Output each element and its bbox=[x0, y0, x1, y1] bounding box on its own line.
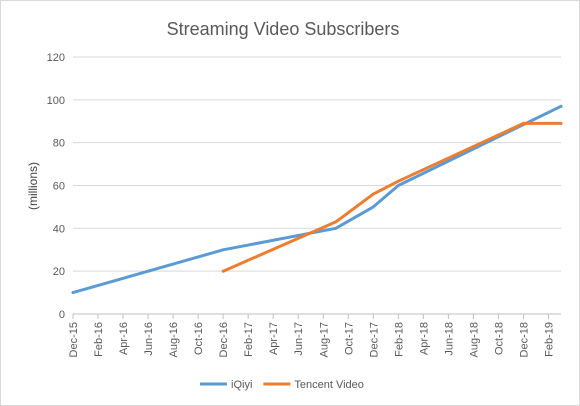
x-tick-label: Oct-17 bbox=[343, 322, 355, 355]
x-tick-label: Dec-16 bbox=[218, 322, 230, 357]
data-point-iqiyi bbox=[371, 205, 375, 209]
legend-label-iqiyi: iQiyi bbox=[231, 379, 252, 391]
x-tick-label: Feb-19 bbox=[543, 322, 555, 357]
data-point-iqiyi bbox=[334, 226, 338, 230]
x-tick-label: Feb-18 bbox=[393, 322, 405, 357]
x-tick-label: Jun-18 bbox=[443, 322, 455, 356]
x-tick-label: Feb-17 bbox=[243, 322, 255, 357]
y-tick-label: 100 bbox=[47, 95, 65, 107]
x-tick-label: Dec-17 bbox=[368, 322, 380, 357]
x-tick-label: Jun-17 bbox=[293, 322, 305, 356]
y-tick-label: 20 bbox=[53, 266, 65, 278]
x-tick-label: Aug-17 bbox=[318, 322, 330, 357]
chart-title: Streaming Video Subscribers bbox=[167, 19, 400, 39]
data-point-iqiyi bbox=[559, 104, 563, 108]
x-tick-label: Apr-16 bbox=[118, 322, 130, 355]
legend: iQiyi Tencent Video bbox=[200, 379, 364, 391]
x-tick-label: Apr-17 bbox=[268, 322, 280, 355]
y-tick-label: 40 bbox=[53, 223, 65, 235]
data-point-tencent-video bbox=[396, 179, 400, 183]
data-point-tencent-video bbox=[221, 269, 225, 273]
data-point-iqiyi bbox=[396, 184, 400, 187]
x-tick-label: Jun-16 bbox=[143, 322, 155, 356]
y-tick-label: 120 bbox=[47, 52, 65, 64]
x-tick-label: Apr-18 bbox=[418, 322, 430, 355]
y-tick-label: 60 bbox=[53, 181, 65, 193]
x-tick-label: Aug-18 bbox=[468, 322, 480, 357]
x-tick-label: Dec-15 bbox=[68, 322, 80, 357]
x-tick-label: Feb-16 bbox=[93, 322, 105, 357]
series-line-tencent-video bbox=[221, 121, 563, 273]
data-point-tencent-video bbox=[559, 121, 563, 125]
x-tick-label: Oct-16 bbox=[193, 322, 205, 355]
data-point-iqiyi bbox=[71, 291, 75, 294]
data-point-iqiyi bbox=[221, 248, 225, 252]
series-line-iqiyi bbox=[71, 104, 563, 295]
data-point-tencent-video bbox=[522, 121, 525, 125]
gridlines bbox=[73, 56, 561, 315]
data-point-tencent-video bbox=[371, 192, 375, 196]
x-tick-label: Aug-16 bbox=[168, 322, 180, 357]
legend-label-tencent-video: Tencent Video bbox=[294, 379, 364, 391]
y-tick-label: 80 bbox=[53, 138, 65, 150]
y-axis-title: (millions) bbox=[26, 162, 40, 210]
series-layer bbox=[71, 104, 563, 295]
data-point-tencent-video bbox=[334, 220, 338, 224]
x-tick-label: Oct-18 bbox=[493, 322, 505, 355]
y-axis-ticks: 0 20 40 60 80 100 120 bbox=[47, 52, 65, 321]
x-tick-label: Dec-18 bbox=[518, 322, 530, 357]
y-tick-label: 0 bbox=[59, 309, 65, 321]
x-axis-ticks: Dec-15 Feb-16 Apr-16 Jun-16 Aug-16 Oct-16 Dec-… bbox=[68, 314, 555, 357]
